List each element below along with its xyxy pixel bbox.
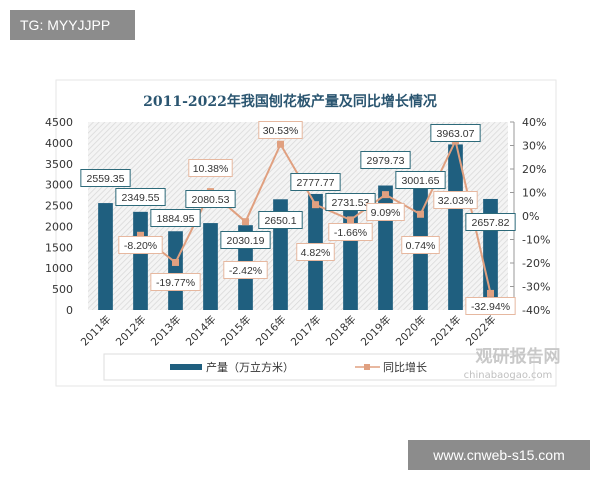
bar-data-label-box xyxy=(115,188,166,206)
bar-data-label-box xyxy=(220,231,271,249)
bar xyxy=(98,203,113,310)
bar-data-label-box xyxy=(430,124,481,142)
watermark-url: chinabaogao.com xyxy=(464,370,553,381)
growth-point xyxy=(312,201,319,209)
growth-data-label: 4.82% xyxy=(301,247,331,259)
growth-data-label: -19.77% xyxy=(156,277,195,289)
bar-data-label: 2650.1 xyxy=(264,215,296,227)
growth-data-label-box xyxy=(188,159,233,177)
bar-data-label: 2349.55 xyxy=(122,192,160,204)
bar xyxy=(133,211,148,310)
bar-data-label: 2559.35 xyxy=(87,173,125,185)
bar-data-label-box xyxy=(185,190,236,208)
legend-bar-swatch xyxy=(170,364,202,370)
bar-data-label: 2731.53 xyxy=(332,197,370,209)
bar-data-label: 2030.19 xyxy=(227,235,265,247)
legend-bar-label: 产量（万立方米） xyxy=(206,360,294,374)
bar-data-label-box xyxy=(150,209,201,227)
growth-point xyxy=(277,140,284,148)
y-left-tick-label: 1500 xyxy=(45,241,73,254)
growth-data-label: 30.53% xyxy=(263,125,299,137)
y-left-tick-label: 2000 xyxy=(45,220,73,233)
y-right-tick-label: 30% xyxy=(522,140,546,153)
growth-data-label-box xyxy=(433,191,478,209)
bar xyxy=(448,144,463,310)
bar xyxy=(343,195,358,310)
growth-point xyxy=(487,289,494,297)
growth-data-label-box xyxy=(401,236,440,254)
y-left-tick-label: 0 xyxy=(66,304,73,317)
top-tag: TG: MYYJJPP xyxy=(10,10,135,40)
bar-data-label: 2080.53 xyxy=(192,194,230,206)
bar-data-label: 2979.73 xyxy=(367,155,405,167)
bar-data-label-box xyxy=(465,213,516,231)
growth-data-label: -2.42% xyxy=(229,265,262,277)
y-left-tick-label: 3500 xyxy=(45,158,73,171)
growth-data-label-box xyxy=(258,121,303,139)
growth-data-label-box xyxy=(465,297,516,315)
growth-data-label: 10.38% xyxy=(193,163,229,175)
bar-data-label-box xyxy=(325,193,376,211)
growth-data-label-box xyxy=(223,261,268,279)
growth-data-label: -8.20% xyxy=(124,240,157,252)
y-left-tick-label: 3000 xyxy=(45,179,73,192)
y-right-tick-label: -40% xyxy=(522,304,550,317)
legend-line-marker xyxy=(364,364,370,370)
growth-point xyxy=(347,216,354,224)
growth-point xyxy=(242,218,249,226)
growth-point xyxy=(137,231,144,239)
bottom-site-tag: www.cnweb-s15.com xyxy=(408,440,590,470)
y-right-tick-label: -10% xyxy=(522,234,550,247)
growth-data-label-box xyxy=(296,243,335,261)
bar xyxy=(203,223,218,310)
growth-data-label-box xyxy=(118,236,163,254)
growth-data-label: -1.66% xyxy=(334,227,367,239)
growth-point xyxy=(172,258,179,266)
y-left-tick-label: 4000 xyxy=(45,137,73,150)
bar-data-label-box xyxy=(360,151,411,169)
growth-data-label-box xyxy=(366,203,405,221)
growth-data-label-box xyxy=(328,223,373,241)
bar xyxy=(168,231,183,310)
bar-data-label-box xyxy=(80,169,131,187)
y-right-tick-label: -20% xyxy=(522,257,550,270)
bar-data-label-box xyxy=(258,211,303,229)
y-left-tick-label: 500 xyxy=(52,283,73,296)
bar-data-label: 3001.65 xyxy=(402,175,440,187)
y-right-tick-label: 20% xyxy=(522,163,546,176)
growth-data-label: 0.74% xyxy=(406,240,436,252)
growth-point xyxy=(417,210,424,218)
y-right-tick-label: 10% xyxy=(522,187,546,200)
bar-data-label: 2777.77 xyxy=(297,177,335,189)
bar-data-label: 2657.82 xyxy=(472,217,510,229)
growth-point xyxy=(382,191,389,199)
growth-data-label-box xyxy=(150,273,201,291)
bar-data-label-box xyxy=(395,171,446,189)
legend-line-label: 同比增长 xyxy=(383,360,427,374)
growth-data-label: -32.94% xyxy=(471,301,510,313)
growth-data-label: 9.09% xyxy=(371,207,401,219)
y-right-tick-label: -30% xyxy=(522,281,550,294)
bar-data-label: 1884.95 xyxy=(157,213,195,225)
bar-data-label-box xyxy=(290,173,341,191)
y-left-tick-label: 4500 xyxy=(45,116,73,129)
y-left-tick-label: 1000 xyxy=(45,262,73,275)
growth-data-label: 32.03% xyxy=(438,195,474,207)
chart-title: 2011-2022年我国刨花板产量及同比增长情况 xyxy=(143,93,437,110)
y-right-tick-label: 0% xyxy=(522,210,539,223)
y-right-tick-label: 40% xyxy=(522,116,546,129)
watermark-brand: 观研报告网 xyxy=(475,346,561,367)
y-left-tick-label: 2500 xyxy=(45,200,73,213)
bar-data-label: 3963.07 xyxy=(437,128,475,140)
